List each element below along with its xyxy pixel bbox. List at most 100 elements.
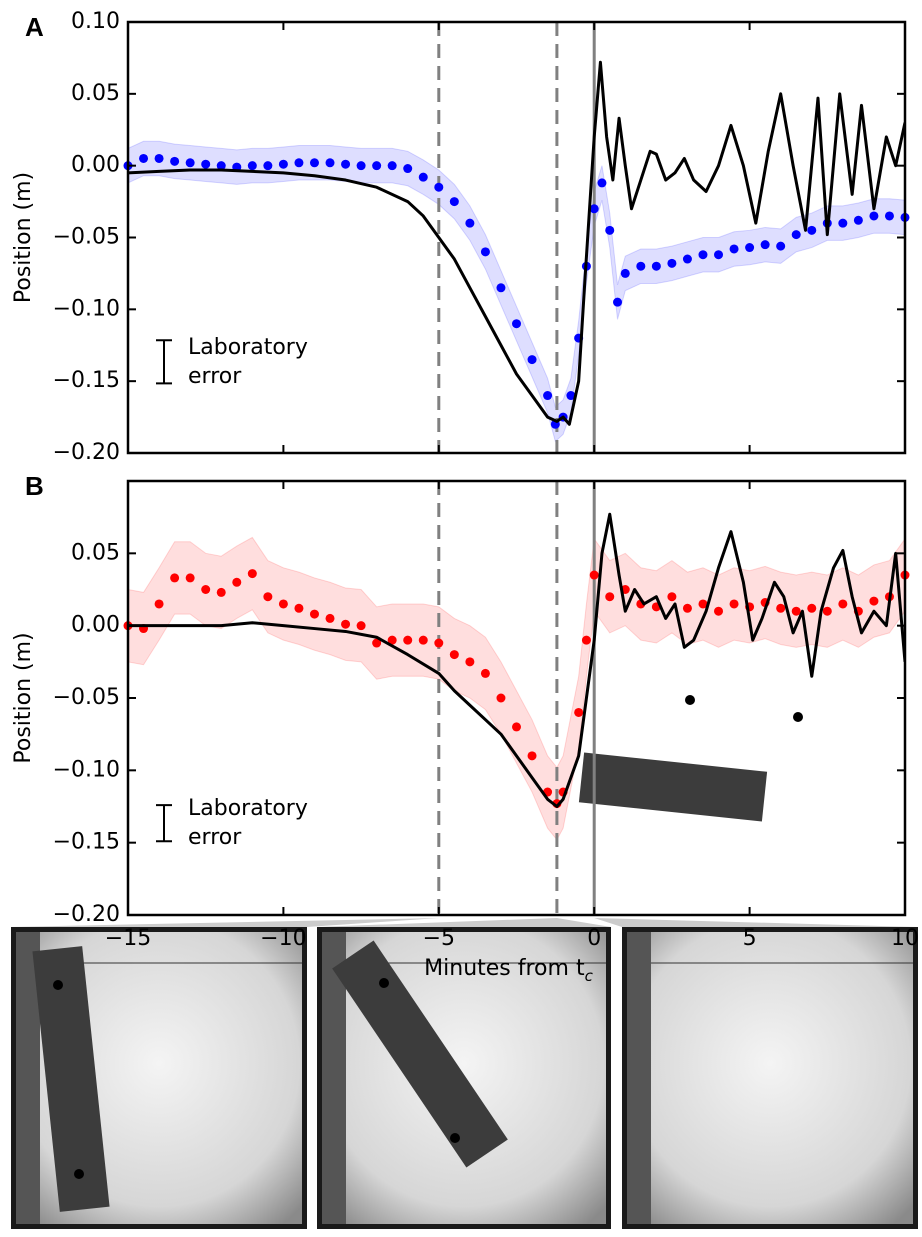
y-tick-label: 0.00	[71, 613, 120, 638]
data-point	[387, 635, 397, 645]
data-point	[512, 722, 521, 732]
data-point	[581, 635, 591, 645]
zoom-funnel	[594, 918, 918, 927]
data-point	[434, 638, 444, 648]
data-point	[698, 599, 708, 609]
data-point	[216, 587, 226, 597]
annotation-text: Laboratory	[188, 796, 308, 821]
data-point	[294, 158, 304, 168]
data-point	[465, 218, 475, 228]
error-band	[128, 536, 905, 841]
data-point	[201, 159, 211, 169]
data-point	[613, 297, 623, 307]
y-tick-label: −0.15	[53, 368, 120, 393]
data-point	[496, 693, 506, 703]
data-point	[216, 161, 226, 171]
annotation-text: Laboratory	[188, 335, 308, 360]
data-point	[838, 218, 848, 228]
x-axis-label-sub: c	[585, 967, 594, 985]
x-tick-label: −5	[423, 926, 455, 951]
data-point	[139, 153, 149, 163]
data-point	[869, 211, 879, 221]
data-point	[449, 197, 459, 207]
data-point	[527, 355, 537, 365]
data-point	[884, 211, 894, 221]
data-point	[154, 599, 164, 609]
data-point	[356, 621, 366, 631]
y-tick-label: −0.15	[53, 830, 120, 855]
data-point	[341, 159, 351, 169]
data-point	[682, 254, 692, 264]
data-point	[278, 599, 288, 609]
data-point	[185, 158, 195, 168]
data-point	[714, 606, 724, 616]
x-tick-label: 5	[743, 926, 757, 951]
data-point	[807, 225, 817, 235]
data-point	[605, 592, 615, 602]
photo-2	[317, 927, 611, 1229]
y-tick-label: 0.10	[71, 9, 120, 34]
x-axis-label-main: Minutes from t	[424, 956, 585, 981]
data-point	[636, 261, 646, 271]
photo-1	[11, 927, 307, 1229]
data-point	[480, 668, 490, 678]
data-point	[247, 569, 257, 579]
data-point	[760, 240, 770, 250]
data-point	[403, 635, 413, 645]
data-point	[667, 258, 677, 268]
data-point	[232, 577, 242, 587]
data-point	[263, 592, 273, 602]
data-point	[605, 225, 615, 235]
data-point	[325, 158, 335, 168]
y-axis-label: Position (m)	[11, 172, 36, 303]
data-point	[822, 606, 832, 616]
funnels	[11, 918, 918, 927]
data-point	[682, 603, 692, 613]
data-point	[729, 244, 739, 254]
data-point	[170, 156, 180, 166]
data-point	[372, 638, 382, 648]
data-point	[714, 250, 724, 260]
data-point	[154, 153, 164, 163]
photo-3	[578, 695, 918, 1229]
x-tick-label: 0	[587, 926, 601, 951]
data-point	[698, 250, 708, 260]
data-point	[309, 158, 319, 168]
x-axis-label: Minutes from tc	[424, 956, 593, 985]
data-point	[776, 241, 786, 251]
data-point	[574, 707, 584, 717]
data-point	[729, 599, 739, 609]
data-point	[776, 603, 786, 613]
data-point	[480, 247, 490, 257]
data-point	[263, 161, 273, 171]
y-tick-label: 0.05	[71, 81, 120, 106]
data-point	[449, 650, 459, 660]
annotation-text: error	[188, 825, 242, 850]
y-axis-label: Position (m)	[11, 632, 36, 763]
data-point	[807, 603, 817, 613]
panel-label: B	[25, 471, 44, 501]
data-point	[745, 243, 755, 253]
data-point	[791, 606, 801, 616]
data-point	[387, 161, 397, 171]
data-point	[527, 751, 537, 761]
y-tick-label: −0.10	[53, 296, 120, 321]
data-point	[496, 283, 506, 293]
data-point	[597, 178, 607, 188]
data-point	[853, 215, 863, 225]
annotation-text: error	[188, 364, 242, 389]
x-tick-label: −15	[105, 926, 151, 951]
data-point	[403, 164, 413, 174]
data-point	[869, 596, 879, 606]
data-point	[589, 204, 599, 214]
y-tick-label: 0.05	[71, 540, 120, 565]
lab-error-bar	[156, 804, 172, 843]
data-point	[543, 391, 553, 401]
data-point	[512, 319, 521, 329]
y-tick-label: −0.10	[53, 757, 120, 782]
data-point	[372, 161, 382, 171]
data-point	[418, 172, 428, 182]
data-point	[566, 391, 576, 401]
model-line	[128, 512, 905, 808]
